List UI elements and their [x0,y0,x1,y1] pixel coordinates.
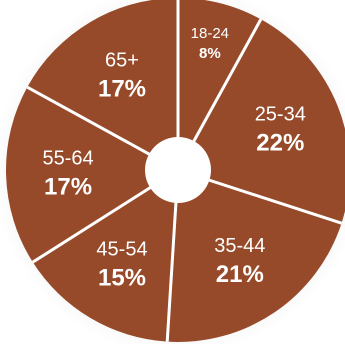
pie-slice-25-34[interactable] [178,19,345,224]
pie-slice-18-24[interactable] [178,0,261,170]
slice-value-label: 17% [44,173,92,200]
slice-value-label: 21% [216,261,264,288]
pie-slice-45-54[interactable] [32,170,178,342]
slice-category-label: 18-24 [191,25,229,42]
pie-slice-65plus[interactable] [27,0,178,170]
slice-value-label: 15% [98,265,146,292]
slice-category-label: 45-54 [96,239,147,261]
slices-layer [5,0,345,342]
slice-category-label: 65+ [105,49,139,71]
labels-layer: 18-24 8% 25-34 22% 35-44 21% 45-54 15% 55-64 17% 6… [42,25,305,292]
slice-category-label: 25-34 [255,104,306,126]
slice-category-label: 55-64 [42,147,93,169]
slice-value-label: 17% [98,75,146,102]
slice-value-label: 22% [256,130,304,157]
donut-center-hole [145,137,211,203]
slice-value-label: 8% [199,45,221,62]
pie-slice-55-64[interactable] [5,87,178,263]
slice-category-label: 35-44 [214,235,265,257]
pie-slice-35-44[interactable] [167,170,342,342]
